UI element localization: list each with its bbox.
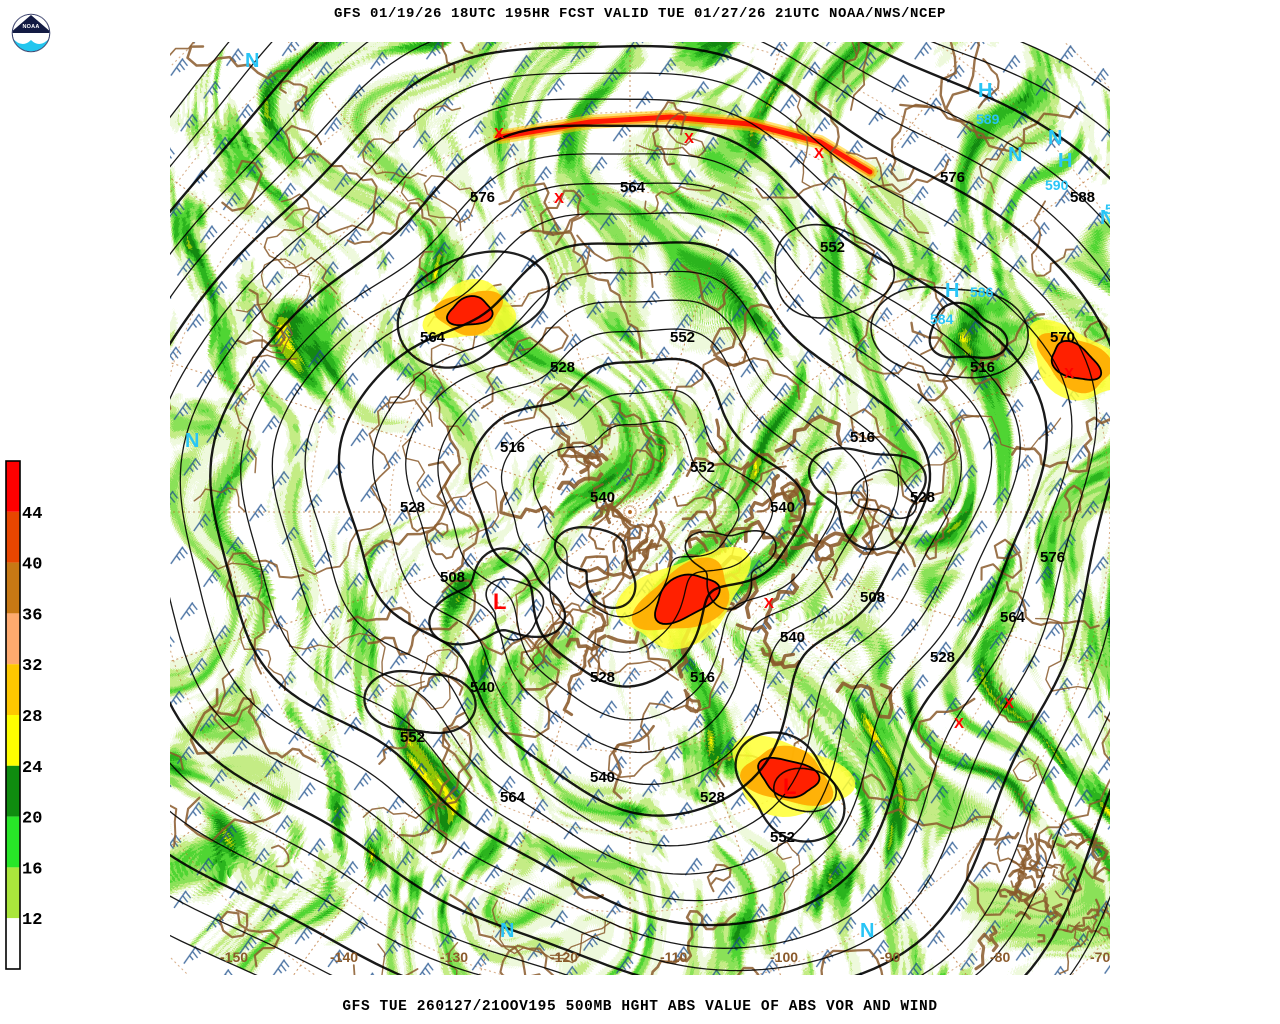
svg-text:X: X [1004,695,1014,712]
svg-text:X: X [554,190,564,207]
svg-text:20: 20 [22,810,42,829]
svg-text:-100: -100 [770,949,798,965]
svg-text:-70: -70 [1090,949,1110,965]
svg-text:584: 584 [930,311,954,327]
svg-text:564: 564 [1000,609,1026,626]
svg-text:508: 508 [860,589,885,606]
svg-text:16: 16 [22,860,42,879]
svg-text:564: 564 [420,329,446,346]
svg-text:X: X [494,125,504,142]
svg-text:528: 528 [910,489,935,506]
svg-text:540: 540 [780,629,805,646]
svg-text:N: N [245,50,259,72]
svg-text:X: X [1064,365,1074,382]
svg-text:552: 552 [400,729,425,746]
svg-text:516: 516 [500,439,525,456]
svg-text:H: H [1058,150,1072,172]
svg-text:528: 528 [550,359,575,376]
svg-text:552: 552 [670,329,695,346]
svg-text:X: X [814,145,824,162]
svg-text:NOAA: NOAA [23,24,40,30]
svg-text:N: N [860,920,874,942]
svg-text:N: N [185,430,199,452]
svg-text:516: 516 [850,429,875,446]
svg-text:32: 32 [22,657,42,676]
svg-text:528: 528 [400,499,425,516]
svg-text:28: 28 [22,708,42,727]
svg-text:N: N [500,920,514,942]
svg-text:44: 44 [22,505,42,524]
svg-text:540: 540 [590,769,615,786]
svg-text:564: 564 [620,179,646,196]
svg-text:-110: -110 [660,949,687,965]
svg-text:528: 528 [930,649,955,666]
svg-text:570: 570 [1050,329,1075,346]
svg-text:508: 508 [440,569,465,586]
svg-text:586: 586 [970,284,994,300]
svg-text:-80: -80 [990,949,1010,965]
svg-text:H: H [945,280,959,302]
svg-text:H: H [978,80,992,102]
svg-text:528: 528 [590,669,615,686]
svg-text:L: L [493,589,506,614]
svg-text:-150: -150 [220,949,248,965]
svg-text:552: 552 [770,829,795,846]
svg-text:540: 540 [590,489,615,506]
svg-text:540: 540 [470,679,495,696]
svg-text:40: 40 [22,556,42,575]
svg-text:N: N [1048,127,1062,149]
svg-text:516: 516 [690,669,715,686]
svg-text:X: X [764,595,774,612]
svg-text:N: N [1100,207,1110,229]
svg-text:24: 24 [22,759,42,778]
svg-text:588: 588 [1070,189,1095,206]
svg-text:12: 12 [22,911,42,930]
svg-text:L: L [783,774,796,799]
svg-text:552: 552 [690,459,715,476]
svg-text:540: 540 [770,499,795,516]
svg-text:528: 528 [700,789,725,806]
svg-text:X: X [684,130,694,147]
svg-text:-140: -140 [330,949,358,965]
svg-text:36: 36 [22,606,42,625]
svg-text:552: 552 [820,239,845,256]
svg-text:576: 576 [1040,549,1065,566]
svg-text:576: 576 [470,189,495,206]
svg-text:-120: -120 [550,949,578,965]
svg-text:-90: -90 [880,949,900,965]
svg-text:X: X [954,715,964,732]
svg-text:516: 516 [970,359,995,376]
svg-text:N: N [1008,144,1022,166]
svg-text:590: 590 [1045,177,1069,193]
svg-text:564: 564 [500,789,526,806]
svg-text:589: 589 [976,111,1000,127]
svg-text:-130: -130 [440,949,468,965]
svg-text:576: 576 [940,169,965,186]
